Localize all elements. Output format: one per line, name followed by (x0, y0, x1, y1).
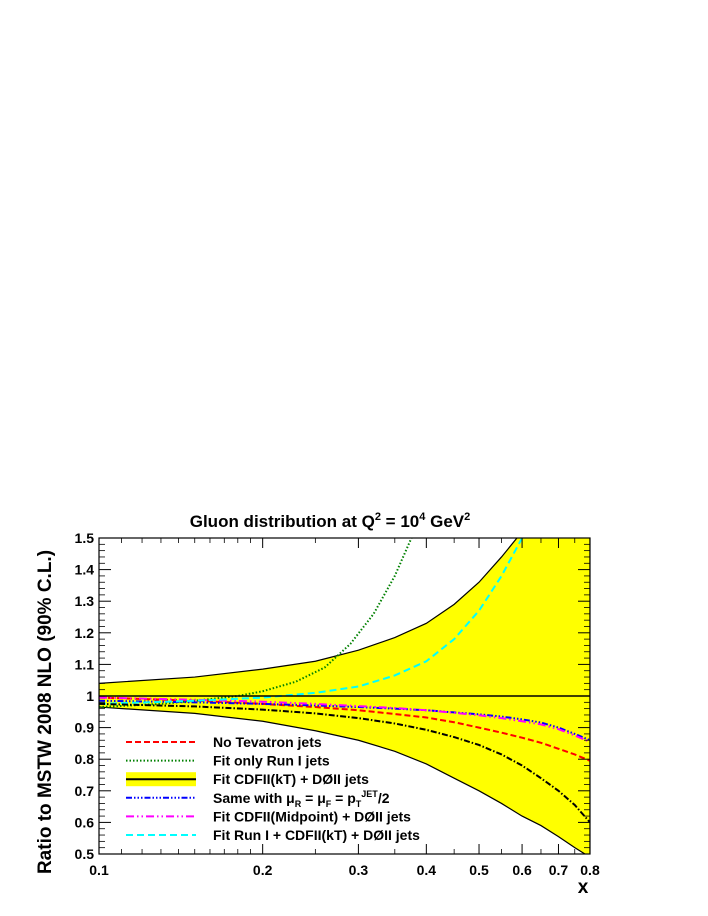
legend-label: Same with μR = μF = pTJET/2 (213, 789, 390, 809)
x-tick-label: 0.7 (549, 862, 569, 878)
x-tick-label: 0.8 (580, 862, 600, 878)
chart-title: Gluon distribution at Q2 = 104 GeV2 (190, 511, 471, 531)
y-tick-label: 0.6 (75, 814, 95, 830)
x-tick-label: 0.2 (253, 862, 273, 878)
y-tick-label: 0.5 (75, 846, 95, 862)
legend-label: Fit CDFII(Midpoint) + DØII jets (213, 808, 411, 824)
y-tick-label: 1.2 (75, 625, 95, 641)
y-tick-label: 0.8 (75, 751, 95, 767)
y-tick-label: 1.4 (75, 562, 95, 578)
series-line-4 (99, 696, 590, 743)
series-line-5 (99, 538, 523, 705)
y-tick-label: 1.5 (75, 530, 95, 546)
y-tick-label: 1.1 (75, 656, 95, 672)
x-tick-label: 0.6 (512, 862, 532, 878)
y-tick-label: 1.3 (75, 593, 95, 609)
legend: No Tevatron jets Fit only Run I jets Fit C… (126, 734, 420, 843)
y-tick-label: 1 (86, 688, 94, 704)
y-axis-label: Ratio to MSTW 2008 NLO (90% C.L.) (35, 550, 56, 874)
series-line-1 (99, 696, 590, 762)
x-tick-label: 0.5 (469, 862, 489, 878)
x-tick-label: 0.4 (417, 862, 437, 878)
y-tick-label: 0.9 (75, 720, 95, 736)
legend-label: No Tevatron jets (213, 734, 322, 750)
y-tick-label: 0.7 (75, 783, 95, 799)
x-tick-label: 0.1 (89, 862, 109, 878)
series-line-6 (99, 702, 590, 824)
legend-label: Fit only Run I jets (213, 753, 330, 769)
legend-label: Fit CDFII(kT) + DØII jets (213, 771, 369, 787)
legend-label: Fit Run I + CDFII(kT) + DØII jets (213, 827, 420, 843)
x-tick-label: 0.3 (349, 862, 369, 878)
x-axis-label: x (578, 877, 589, 898)
